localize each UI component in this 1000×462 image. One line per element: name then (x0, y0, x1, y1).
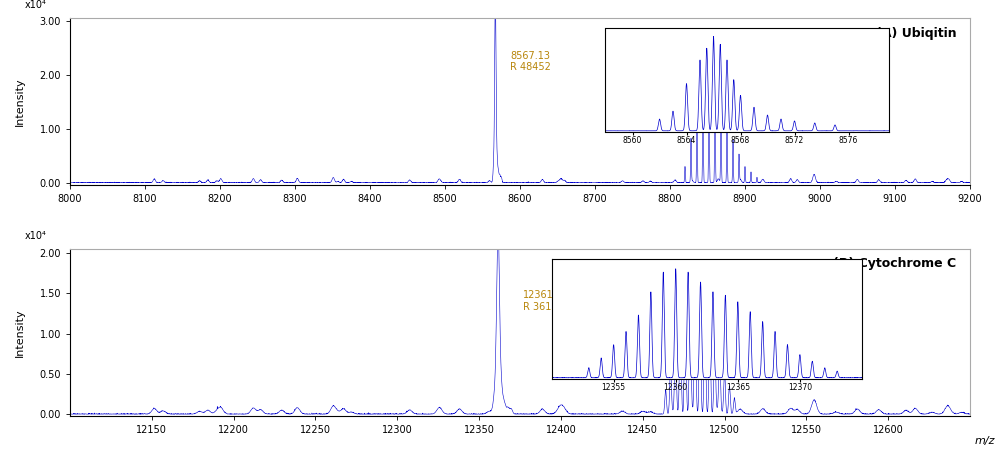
Text: x10⁴: x10⁴ (25, 231, 47, 241)
Text: x10⁴: x10⁴ (25, 0, 47, 10)
Text: m/z: m/z (974, 436, 995, 446)
Text: 12361.61
R 36191: 12361.61 R 36191 (523, 290, 569, 312)
Text: (B) Cytochrome C: (B) Cytochrome C (833, 257, 956, 270)
Text: 8567.13
R 48452: 8567.13 R 48452 (510, 51, 551, 73)
Text: (A) Ubiqitin: (A) Ubiqitin (876, 27, 956, 40)
Y-axis label: Intensity: Intensity (15, 308, 25, 357)
Y-axis label: Intensity: Intensity (15, 78, 25, 126)
